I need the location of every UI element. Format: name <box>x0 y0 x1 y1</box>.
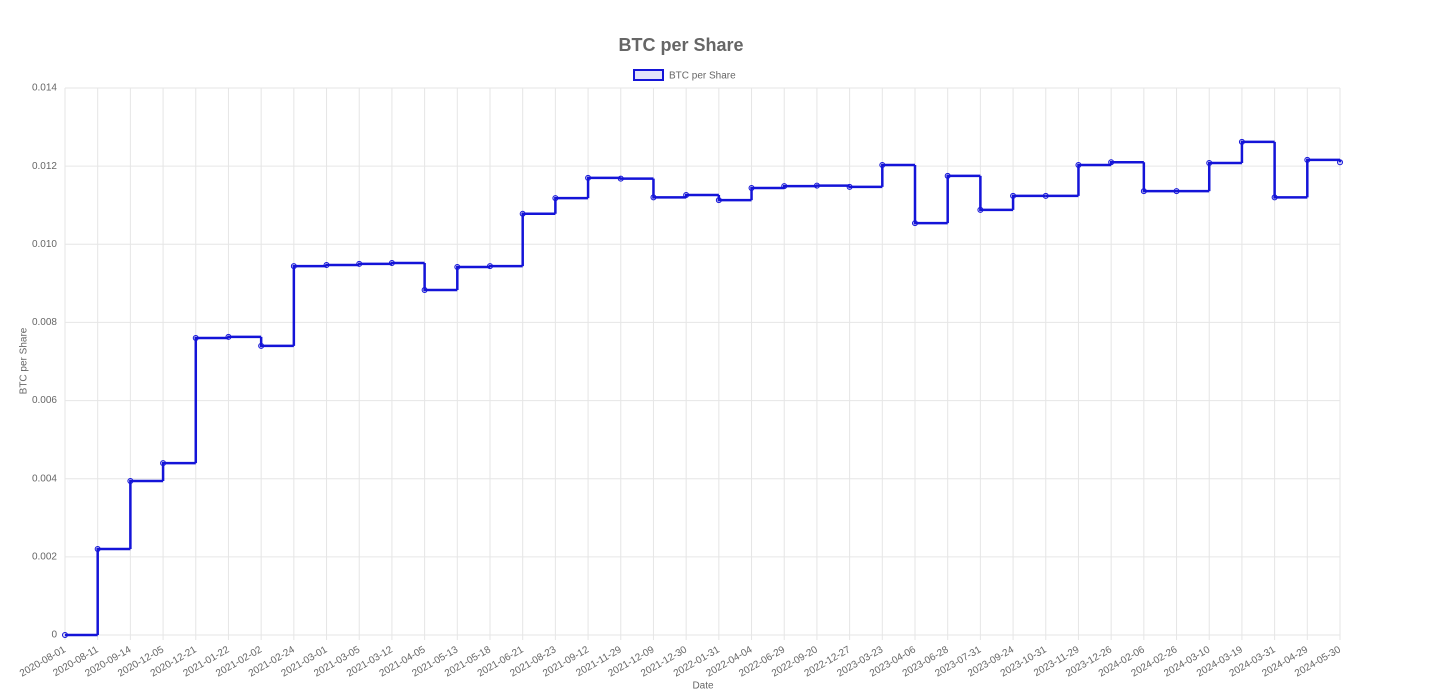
point <box>683 192 690 199</box>
x-axis-title: Date <box>692 681 714 692</box>
step-segment <box>129 479 164 550</box>
step-segment <box>1011 194 1046 210</box>
y-tick-label: 0.008 <box>32 317 57 328</box>
point <box>1140 188 1147 195</box>
step-segment <box>652 178 687 199</box>
point <box>748 185 755 192</box>
step-segment <box>881 163 915 187</box>
step-segment <box>848 185 883 189</box>
point <box>781 183 788 190</box>
step-segment <box>684 193 719 198</box>
point <box>62 632 68 638</box>
point <box>225 333 232 340</box>
point <box>127 478 134 485</box>
step-segment <box>1240 140 1275 164</box>
chart-title: BTC per Share <box>618 35 743 55</box>
y-tick-label: 0.006 <box>32 395 57 406</box>
point <box>356 260 363 267</box>
step-segment <box>1306 158 1340 198</box>
y-tick-label: 0.010 <box>32 239 57 250</box>
point <box>1304 156 1311 163</box>
point <box>552 195 559 202</box>
point <box>1042 192 1049 199</box>
point <box>1108 159 1115 166</box>
step-segment <box>1109 160 1144 165</box>
step-segment <box>750 186 785 201</box>
point <box>1075 161 1082 168</box>
step-segment <box>717 195 752 202</box>
point <box>160 460 167 467</box>
point <box>1337 159 1343 166</box>
step-segment <box>946 174 981 224</box>
point <box>487 263 493 270</box>
step-segment <box>161 461 196 482</box>
point <box>1206 160 1213 167</box>
step-segment <box>96 547 131 635</box>
step-segment <box>423 263 458 292</box>
point <box>454 263 461 270</box>
y-tick-label: 0.012 <box>32 161 57 172</box>
step-segment <box>259 336 294 348</box>
step-segment <box>913 164 948 225</box>
step-segment <box>554 196 589 214</box>
point <box>585 174 592 181</box>
point <box>1010 192 1017 199</box>
step-segment <box>619 177 654 180</box>
step-segment <box>488 264 523 268</box>
y-tick-label: 0.014 <box>32 83 57 94</box>
step-segment <box>194 336 229 464</box>
step-segment <box>292 264 327 346</box>
point <box>290 263 297 270</box>
point <box>944 172 951 179</box>
step-segment <box>586 176 621 199</box>
point <box>519 210 526 217</box>
point <box>323 261 330 268</box>
y-tick-label: 0.002 <box>32 551 57 562</box>
y-tick-label: 0 <box>51 630 57 641</box>
point <box>388 260 395 267</box>
step-segment <box>357 262 392 266</box>
point <box>715 197 722 204</box>
point <box>879 161 886 168</box>
point <box>1271 194 1278 201</box>
point <box>1173 188 1180 195</box>
step-segment <box>456 265 490 290</box>
point <box>617 175 624 182</box>
point <box>912 220 918 227</box>
step-segment <box>1077 163 1112 196</box>
y-tick-label: 0.004 <box>32 473 57 484</box>
legend-swatch <box>633 69 664 81</box>
point <box>813 182 820 189</box>
step-segment <box>390 261 425 265</box>
legend-label: BTC per Share <box>669 71 736 82</box>
step-segment <box>1207 161 1242 192</box>
point <box>650 194 657 201</box>
step-segment <box>782 184 817 189</box>
point <box>846 183 853 190</box>
step-segment <box>979 175 1014 212</box>
point <box>1238 138 1245 145</box>
step-segment <box>227 335 262 339</box>
point <box>258 342 265 349</box>
step-segment <box>325 263 360 267</box>
point <box>192 335 199 342</box>
step-segment <box>521 212 556 267</box>
point <box>421 286 428 293</box>
y-axis-title: BTC per Share <box>19 327 30 394</box>
step-segment <box>1273 141 1308 199</box>
step-segment <box>1142 162 1177 193</box>
point <box>94 546 101 553</box>
point <box>977 206 984 213</box>
